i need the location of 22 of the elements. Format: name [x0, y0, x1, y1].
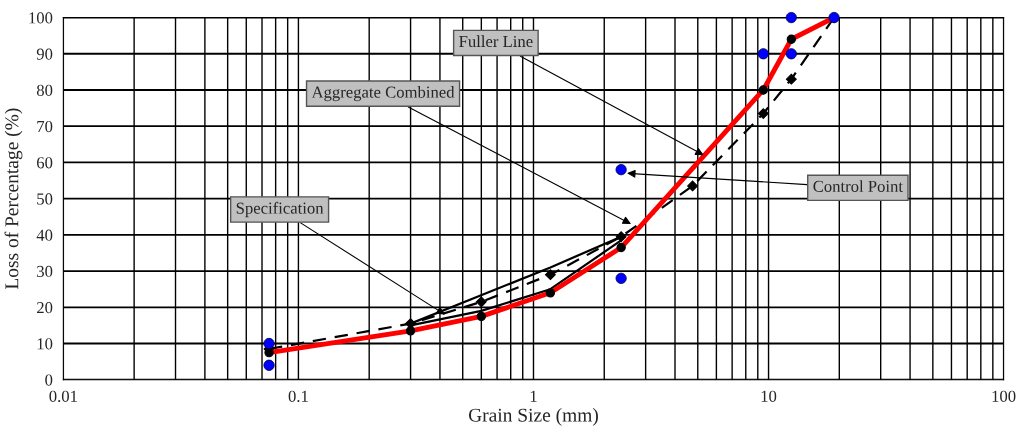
y-tick-label: 80 — [36, 84, 53, 96]
y-tick-label: 10 — [37, 338, 53, 350]
annotation: Fuller Line — [459, 35, 533, 48]
annotation: Specification — [236, 201, 324, 218]
y-tick-label: 30 — [37, 265, 53, 278]
x-axis-title: Grain Size (mm) — [468, 408, 598, 426]
y-axis-title: Loss of Percentage (%) — [4, 108, 23, 290]
y-tick-label: 40 — [36, 229, 53, 241]
y-tick-label: 60 — [37, 157, 53, 169]
x-tick-label: 100 — [992, 390, 1016, 402]
y-tick-label: 20 — [37, 302, 53, 314]
x-tick-label: 10 — [761, 390, 777, 402]
x-tick-label: 0.1 — [288, 390, 308, 402]
y-tick-label: 50 — [37, 193, 53, 205]
y-tick-label: 0 — [45, 374, 53, 386]
annotation: Aggregate Combined — [311, 86, 455, 102]
x-tick-label: 1 — [530, 390, 537, 402]
x-tick-label: 0.01 — [49, 390, 77, 402]
y-tick-label: 100 — [29, 12, 53, 24]
annotation: Control Point — [813, 180, 903, 192]
y-tick-label: 90 — [36, 48, 53, 60]
y-tick-label: 70 — [37, 120, 53, 133]
